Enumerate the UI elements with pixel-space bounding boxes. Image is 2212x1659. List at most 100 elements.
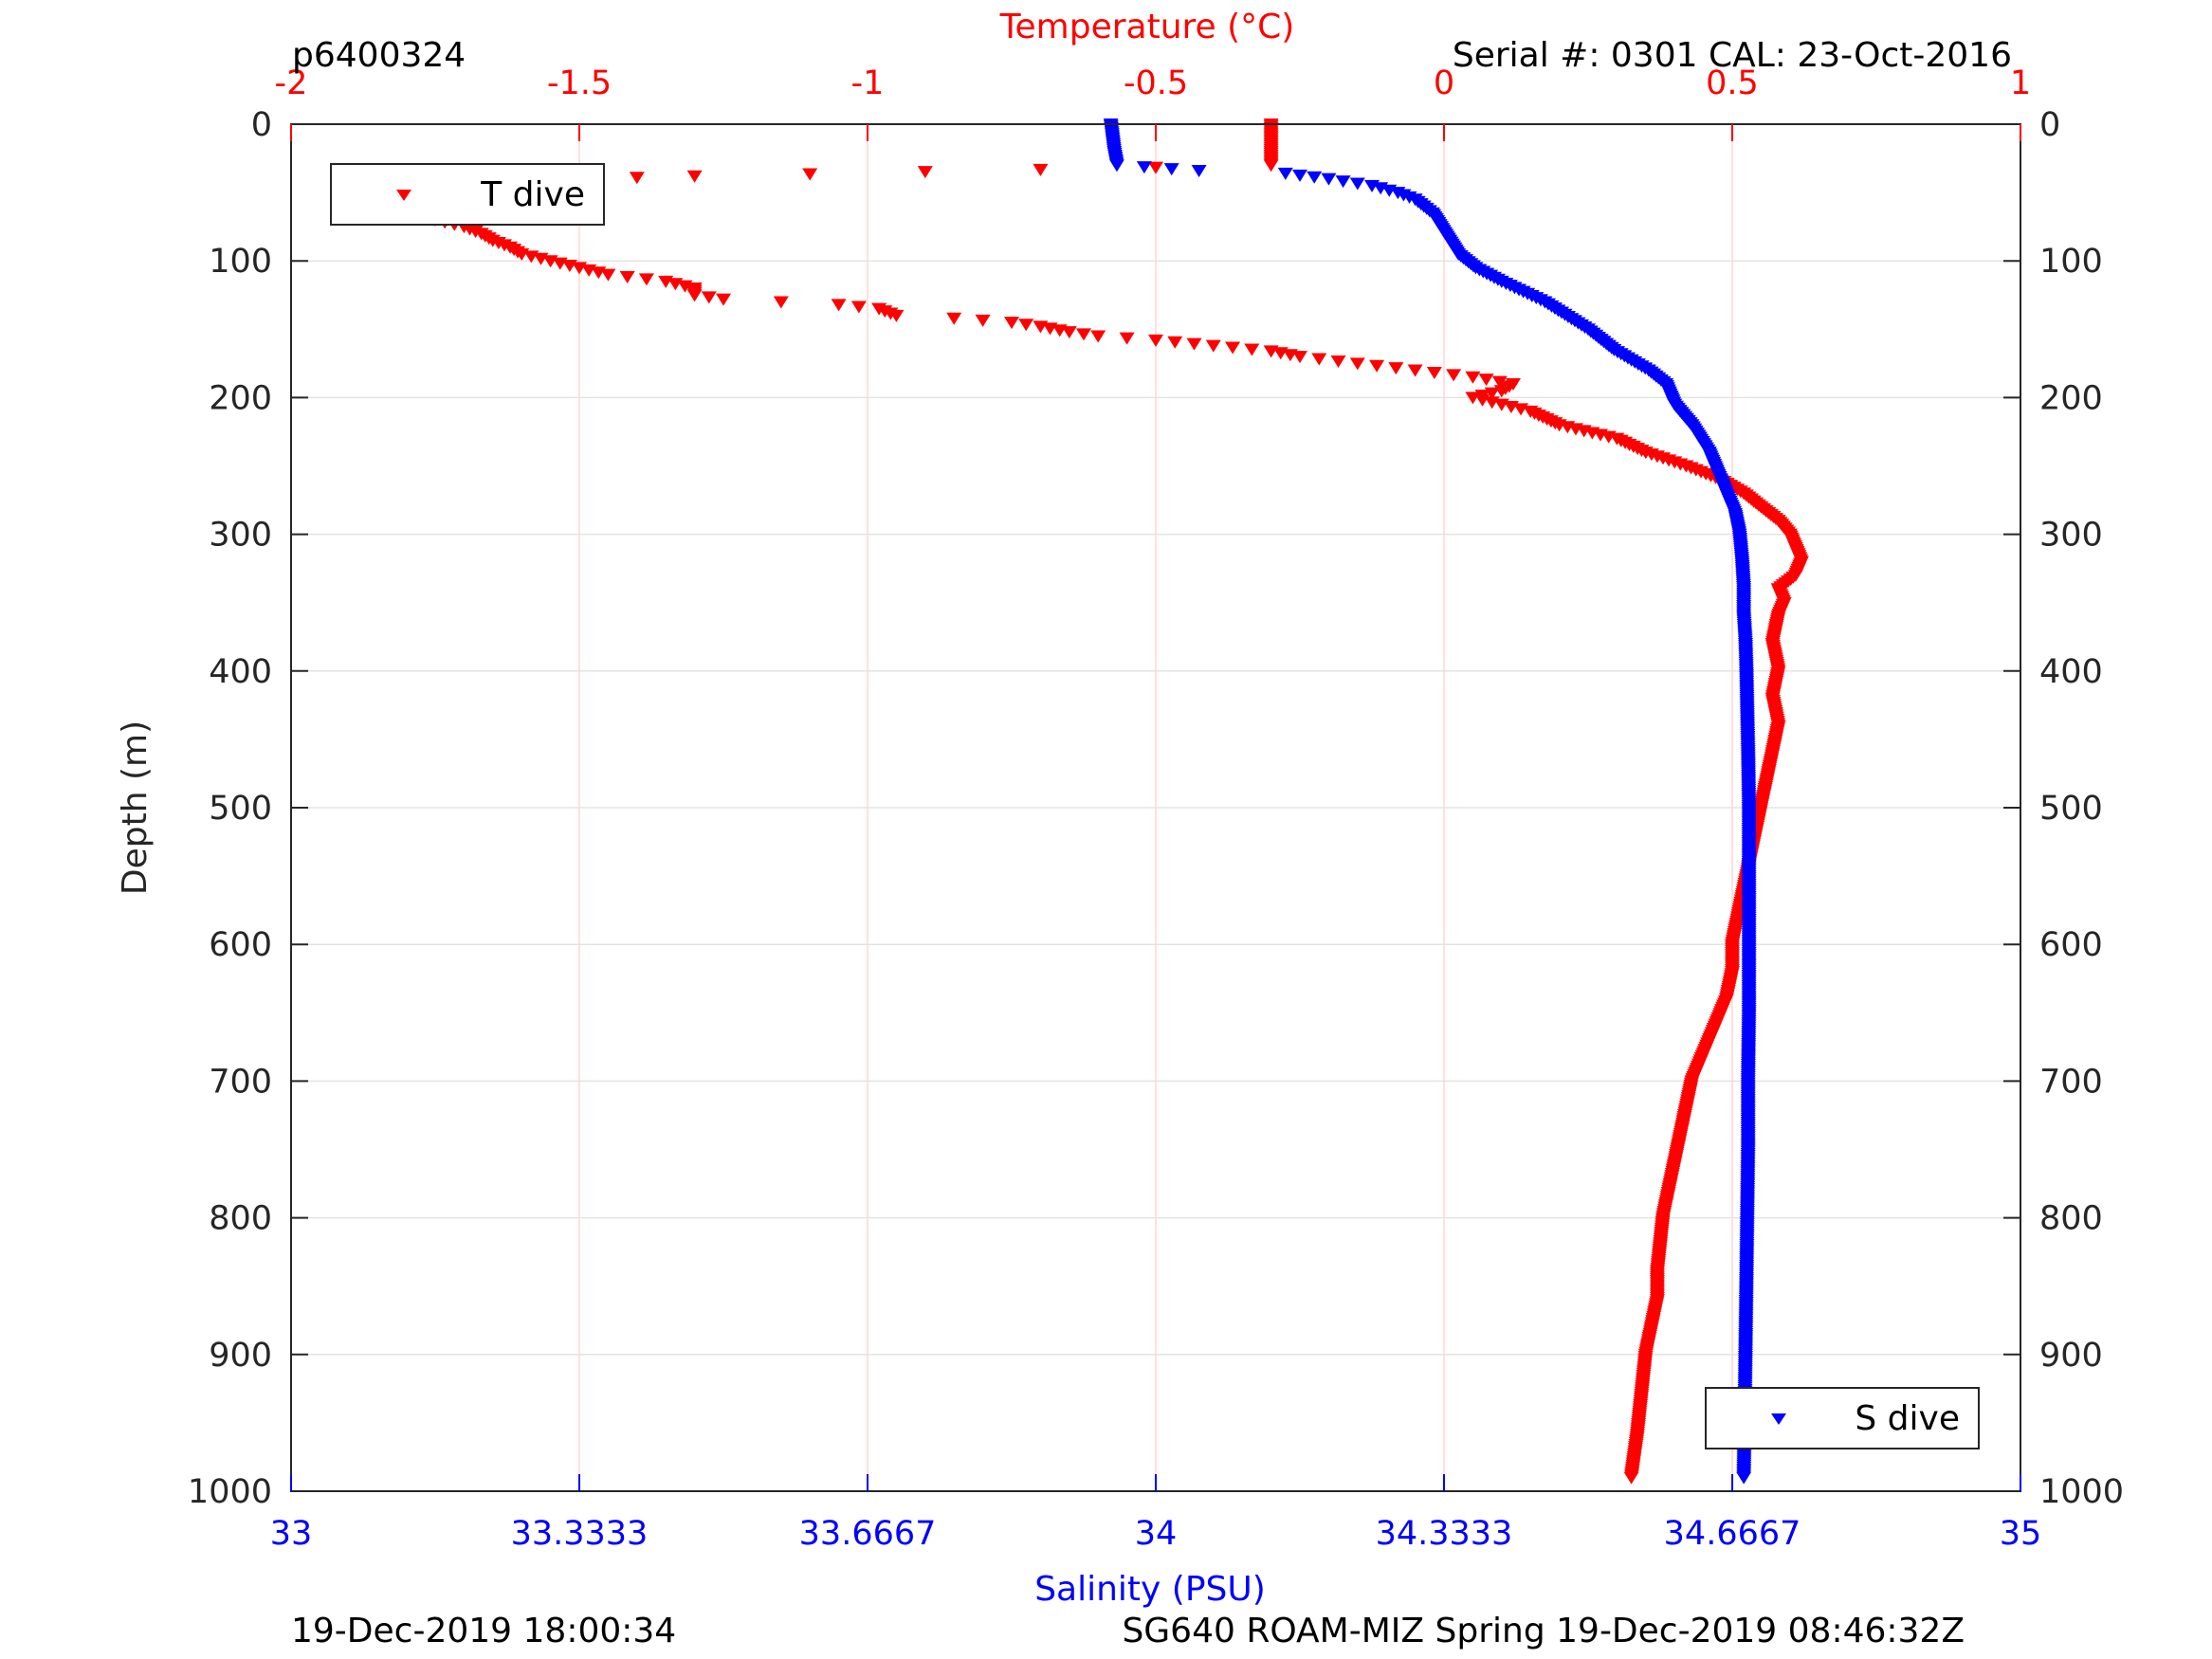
legend-s-dive: S dive <box>1705 1387 1980 1449</box>
temperature-marker <box>686 289 703 302</box>
y-tick-label-right: 200 <box>2039 379 2103 417</box>
y-tick-label-left: 600 <box>209 926 272 964</box>
temperature-marker <box>1426 366 1442 379</box>
y-tick-label-right: 600 <box>2039 926 2103 964</box>
salinity-series <box>1103 118 1757 1485</box>
temperature-marker <box>638 273 654 286</box>
series-layer <box>398 118 1809 1485</box>
temperature-marker <box>1205 339 1221 353</box>
temperature-marker <box>946 312 962 325</box>
y-tick-label-left: 0 <box>251 106 272 144</box>
salinity-marker <box>1108 159 1124 173</box>
y-tick-label-right: 300 <box>2039 517 2103 555</box>
temperature-marker <box>850 301 867 314</box>
temperature-marker <box>1292 351 1307 364</box>
bottom-tick-label: 34.6667 <box>1664 1515 1801 1553</box>
y-tick-label-left: 300 <box>209 517 272 555</box>
y-tick-label-left: 1000 <box>188 1473 272 1511</box>
temperature-series <box>398 118 1809 1485</box>
y-tick-label-right: 900 <box>2039 1337 2103 1375</box>
temperature-marker <box>629 172 645 185</box>
temperature-marker <box>1148 161 1163 174</box>
y-tick-label-right: 100 <box>2039 243 2103 281</box>
serial-cal: Serial #: 0301 CAL: 23-Oct-2016 <box>1453 36 2012 75</box>
temperature-marker <box>1330 355 1346 368</box>
temperature-marker <box>1033 163 1049 176</box>
y-tick-label-right: 400 <box>2039 653 2103 691</box>
salinity-marker <box>1292 169 1307 182</box>
bottom-tick-label: 33.6667 <box>799 1515 937 1553</box>
temperature-marker <box>1186 337 1202 351</box>
top-tick-label: 0 <box>1434 64 1454 102</box>
y-tick-label-left: 100 <box>209 243 272 281</box>
temperature-marker <box>1263 159 1279 173</box>
temperature-marker <box>1407 364 1423 377</box>
temperature-marker <box>686 170 703 183</box>
profile-id: p6400324 <box>292 36 466 75</box>
legend-s-dive-marker <box>1771 1413 1786 1425</box>
axes: 0 0 100 100 200 200 300 300 400 400 500 500 600 600 70… <box>188 64 2124 1553</box>
temperature-marker <box>975 314 991 327</box>
temperature-marker <box>1076 328 1091 341</box>
y-tick-label-left: 200 <box>209 379 272 417</box>
temperature-marker <box>600 268 616 282</box>
salinity-marker <box>1191 165 1207 178</box>
salinity-marker <box>1136 161 1152 174</box>
y-tick-label-left: 400 <box>209 653 272 691</box>
bottom-tick-label: 35 <box>2000 1515 2042 1553</box>
legend-t-dive-label: T dive <box>480 175 585 214</box>
bottom-tick-label: 33.3333 <box>511 1515 649 1553</box>
y-tick-label-right: 1000 <box>2039 1473 2124 1511</box>
y-tick-label-right: 0 <box>2039 106 2060 144</box>
y-tick-label-right: 500 <box>2039 790 2103 828</box>
grid-lines <box>291 124 2020 1491</box>
temperature-marker <box>1119 332 1135 345</box>
temperature-marker <box>1349 357 1365 371</box>
temperature-marker <box>802 168 818 181</box>
y-axis-label: Depth (m) <box>116 720 155 895</box>
top-tick-label: -1.5 <box>547 64 612 102</box>
salinity-marker <box>1321 173 1337 186</box>
temperature-marker <box>1446 369 1462 382</box>
bottom-axis-label: Salinity (PSU) <box>1034 1570 1266 1609</box>
y-tick-label-left: 700 <box>209 1063 272 1101</box>
bottom-tick-label: 34.3333 <box>1376 1515 1513 1553</box>
temperature-marker <box>716 293 731 306</box>
temperature-marker <box>701 291 717 304</box>
salinity-marker <box>1736 1471 1752 1485</box>
temperature-marker <box>1388 362 1404 375</box>
top-tick-label: 0.5 <box>1706 64 1759 102</box>
bottom-tick-label: 34 <box>1135 1515 1178 1553</box>
y-tick-label-left: 900 <box>209 1337 272 1375</box>
temperature-marker <box>1090 330 1106 343</box>
temperature-marker <box>619 271 635 284</box>
temperature-marker <box>1369 359 1385 373</box>
salinity-marker <box>1163 163 1179 176</box>
temperature-marker <box>1225 341 1241 355</box>
temperature-marker <box>917 166 933 179</box>
legend-t-dive: T dive <box>330 163 605 226</box>
temperature-marker <box>1167 336 1183 349</box>
footer-mission-info: SG640 ROAM-MIZ Spring 19-Dec-2019 08:46:… <box>1122 1612 1965 1650</box>
temperature-marker <box>1311 353 1327 366</box>
y-tick-label-left: 800 <box>209 1200 272 1238</box>
legend-t-dive-marker <box>396 190 411 201</box>
legend-s-dive-label: S dive <box>1855 1399 1960 1438</box>
temperature-marker <box>1478 374 1494 387</box>
temperature-marker <box>1491 375 1508 389</box>
temperature-marker <box>773 296 789 309</box>
temperature-marker <box>1148 334 1163 347</box>
temperature-marker <box>1623 1471 1639 1485</box>
salinity-marker <box>1335 175 1351 189</box>
temperature-marker <box>1465 371 1481 384</box>
top-tick-label: -1 <box>851 64 885 102</box>
salinity-marker <box>1307 171 1323 184</box>
y-tick-label-right: 700 <box>2039 1063 2103 1101</box>
bottom-tick-label: 33 <box>270 1515 313 1553</box>
temperature-marker <box>1004 317 1019 330</box>
top-tick-label: -2 <box>275 64 308 102</box>
footer-timestamp: 19-Dec-2019 18:00:34 <box>291 1612 676 1650</box>
temperature-marker <box>1061 326 1077 339</box>
